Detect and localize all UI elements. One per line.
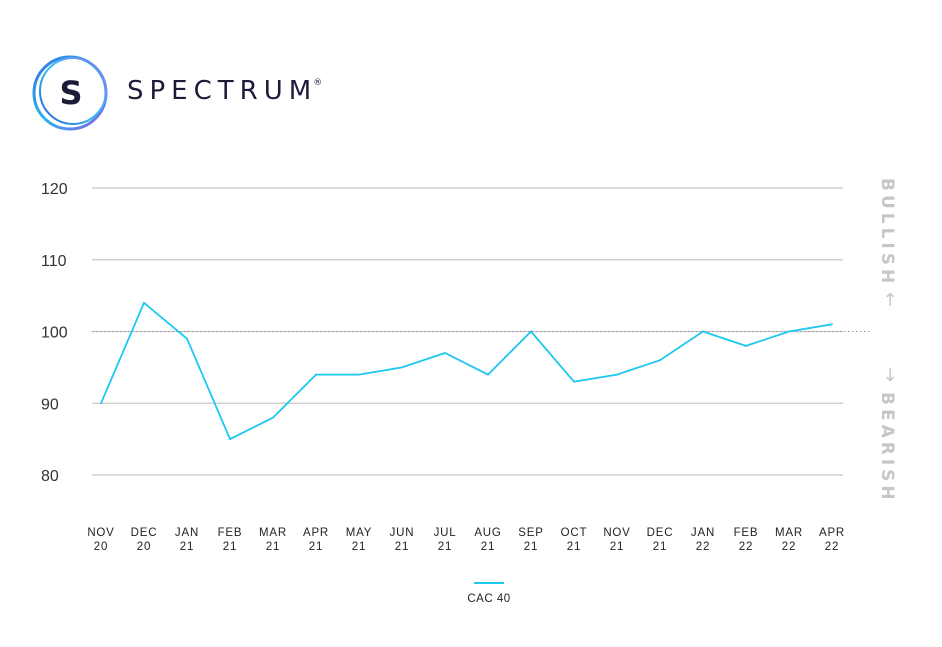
data-point-dec-20: [143, 301, 145, 304]
x-tick-label: NOV 20: [87, 527, 114, 553]
data-point-jan-22: [702, 330, 704, 333]
x-tick-label: JAN 21: [175, 527, 199, 553]
x-tick-label: JUN 21: [390, 527, 415, 553]
data-point-feb-22: [745, 344, 747, 347]
data-point-mar-22: [788, 330, 790, 333]
x-tick-label: FEB 22: [734, 527, 759, 553]
x-axis-ticks: NOV 20 DEC 20 JAN 21 FEB 21 MAR 21 APR 21 MAY 21 JUN 21…: [87, 527, 845, 553]
data-point-jul-21: [444, 352, 446, 354]
data-point-feb-21: [229, 438, 231, 441]
data-point-dec-21: [659, 359, 661, 362]
data-point-may-21: [358, 373, 360, 376]
x-tick-label: DEC 20: [131, 527, 158, 553]
bullish-label: BULLISH: [877, 178, 897, 287]
x-tick-label: MAY 21: [346, 527, 372, 553]
x-tick-label: OCT 21: [561, 527, 588, 553]
legend-label-cac-40: CAC 40: [467, 593, 510, 605]
data-point-apr-21: [315, 373, 317, 376]
data-point-oct-21: [573, 380, 575, 383]
brand-name: SPECTRUM®: [127, 76, 322, 106]
x-tick-label: MAR 21: [259, 527, 287, 553]
data-point-jan-21: [186, 337, 188, 340]
arrow-down-icon: ↓: [882, 365, 897, 386]
data-point-sep-21: [530, 330, 532, 333]
x-tick-label: JAN 22: [691, 527, 715, 553]
data-point-aug-21: [487, 373, 489, 376]
data-point-apr-22: [831, 323, 833, 326]
legend: CAC 40: [467, 582, 510, 605]
spectrum-logo-icon: S: [32, 55, 108, 131]
x-tick-label: DEC 21: [647, 527, 674, 553]
x-tick-label: FEB 21: [218, 527, 243, 553]
data-point-nov-21: [616, 373, 618, 376]
y-tick-label: 110: [41, 253, 67, 270]
brand-name-text: SPECTRUM: [127, 76, 318, 106]
trademark-symbol: ®: [313, 78, 323, 88]
logo-letter: S: [59, 74, 82, 112]
data-point-nov-20: [100, 402, 102, 405]
data-point-jun-21: [401, 366, 403, 369]
x-tick-label: SEP 21: [518, 527, 543, 553]
y-tick-label: 80: [41, 468, 59, 485]
x-tick-label: JUL 21: [434, 527, 457, 553]
y-tick-label: 100: [41, 325, 68, 342]
arrow-up-icon: ↑: [882, 290, 897, 311]
y-tick-label: 90: [41, 396, 59, 413]
bearish-label: BEARISH: [877, 392, 897, 504]
y-axis-ticks: 80 90 100 110 120: [41, 181, 68, 485]
x-tick-label: MAR 22: [775, 527, 803, 553]
series-line-cac-40: [100, 301, 833, 441]
x-tick-label: APR 22: [819, 527, 845, 553]
x-tick-label: APR 21: [303, 527, 329, 553]
sentiment-annotation: BULLISH ↑ ↓ BEARISH: [877, 178, 898, 504]
x-tick-label: NOV 21: [603, 527, 630, 553]
data-point-mar-21: [272, 416, 274, 419]
y-tick-label: 120: [41, 181, 68, 198]
spectrum-logo: S SPECTRUM®: [30, 52, 330, 134]
x-tick-label: AUG 21: [474, 527, 501, 553]
